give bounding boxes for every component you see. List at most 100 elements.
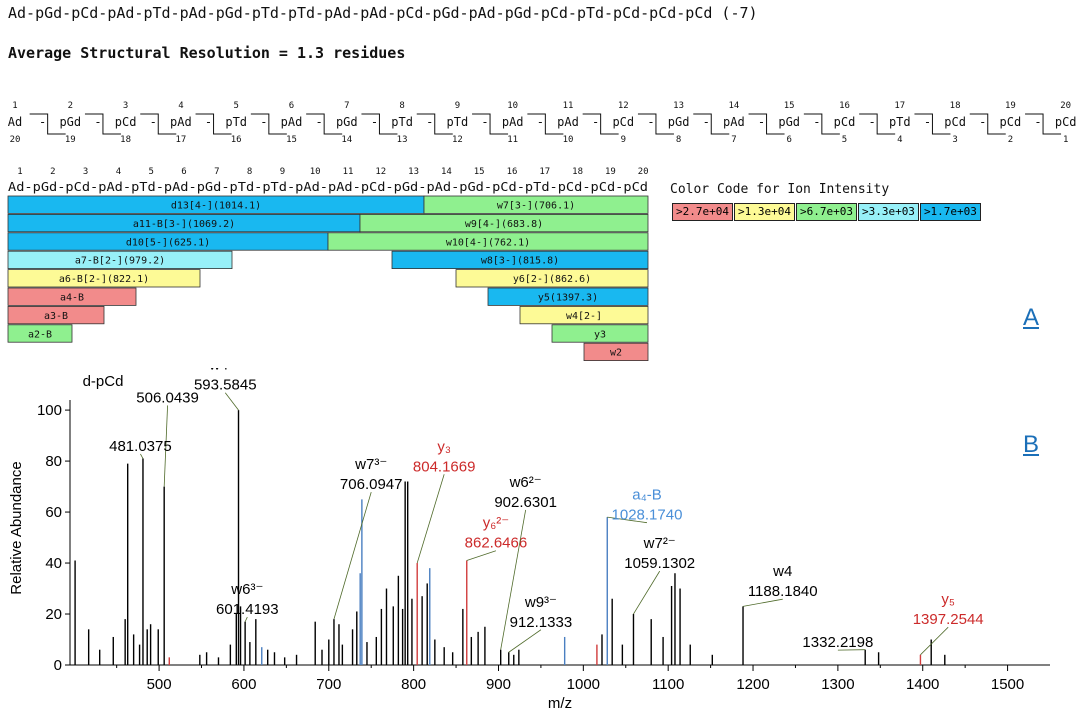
frag-dash: - <box>924 115 931 129</box>
mass-spectrum-chart: 0 20 40 60 80 100 500 600 700 800 900 1000 1100 1200 1… <box>8 368 1050 712</box>
frag-dash: - <box>537 115 544 129</box>
cleavage-bracket <box>914 113 951 135</box>
frag-top-number: 8 <box>399 101 404 111</box>
frag-bottom-number: 4 <box>897 135 902 145</box>
coverage-label-right: w8[3-](815.8) <box>481 256 559 267</box>
coverage-label-left: a4-B <box>60 293 84 304</box>
coverage-chart: 1 2 3 4 5 6 7 8 9 10 11 12 13 14 15 16 17 18 19 20Ad-pGd-pC… <box>7 167 649 361</box>
x-tick-label: 700 <box>316 676 341 693</box>
frag-top-number: 18 <box>950 101 961 111</box>
cleavage-bracket <box>84 113 121 135</box>
panel-a-label[interactable]: A <box>1023 304 1040 331</box>
frag-dash: - <box>1034 115 1041 129</box>
coverage-label-right: w9[4-](683.8) <box>465 219 543 230</box>
annotation-mz: 1059.1302 <box>624 555 695 572</box>
coverage-bar-right <box>551 324 649 343</box>
frag-residue: pGd <box>336 115 358 129</box>
frag-residue: pAd <box>723 115 745 129</box>
coverage-number: 5 <box>148 167 153 177</box>
frag-dash: - <box>592 115 599 129</box>
annotation-leader <box>500 509 527 650</box>
frag-bottom-number: 10 <box>563 135 574 145</box>
frag-top-number: 13 <box>673 101 684 111</box>
frag-bottom-number: 6 <box>786 135 791 145</box>
cleavage-bracket <box>803 113 840 135</box>
coverage-bar-left <box>7 305 105 325</box>
frag-dash: - <box>758 115 765 129</box>
coverage-number: 6 <box>181 167 186 177</box>
annotation-leader <box>224 392 239 411</box>
frag-top-number: 9 <box>455 101 460 111</box>
legend-item: >3.3e+03 <box>857 203 919 221</box>
annotation-ion: y₆²⁻ <box>483 515 509 532</box>
frag-residue: pAd <box>281 115 303 129</box>
y-axis-label: Relative Abundance <box>8 461 25 594</box>
frag-residue: Ad <box>8 115 22 129</box>
frag-residue: pGd <box>778 115 800 129</box>
annotation-leader <box>920 626 949 656</box>
frag-residue: pAd <box>557 115 579 129</box>
annotation-mz: 1332.2198 <box>802 634 873 651</box>
coverage-label-right: y3 <box>594 329 606 340</box>
annotation-mz: 912.1333 <box>510 614 573 631</box>
coverage-bar-right <box>359 214 649 233</box>
frag-dash: - <box>39 115 46 129</box>
x-tick-label: 1400 <box>906 676 939 693</box>
coverage-number: 16 <box>507 167 518 177</box>
frag-bottom-number: 11 <box>507 135 518 145</box>
frag-top-number: 17 <box>894 101 905 111</box>
frag-bottom-number: 5 <box>842 135 847 145</box>
frag-dash: - <box>316 115 323 129</box>
legend-title: Color Code for Ion Intensity <box>670 182 890 197</box>
frag-residue: pTd <box>889 115 911 129</box>
x-tick-label: 500 <box>147 676 172 693</box>
frag-top-number: 20 <box>1060 101 1071 111</box>
frag-top-number: 3 <box>123 101 128 111</box>
coverage-label-right: w4[2-] <box>566 311 602 322</box>
annotation-mz: 1028.1740 <box>612 507 683 524</box>
cleavage-bracket <box>582 113 619 135</box>
annotation-ion: y₅ <box>941 591 955 608</box>
coverage-label-left: d10[5-](625.1) <box>126 237 210 248</box>
annotation-leader <box>633 570 661 615</box>
x-axis-label: m/z <box>548 695 572 712</box>
coverage-sequence: Ad-pGd-pCd-pAd-pTd-pAd-pGd-pTd-pTd-pAd-p… <box>8 180 648 194</box>
frag-top-number: 16 <box>839 101 850 111</box>
x-tick-label: 1000 <box>567 676 600 693</box>
frag-bottom-number: 19 <box>65 135 76 145</box>
frag-bottom-number: 14 <box>341 135 352 145</box>
frag-residue: pAd <box>502 115 524 129</box>
frag-dash: - <box>205 115 212 129</box>
coverage-bar-right <box>487 287 649 306</box>
frag-dash: - <box>94 115 101 129</box>
frag-residue: pTd <box>225 115 247 129</box>
coverage-label-right: w10[4-](762.1) <box>446 237 530 248</box>
annotation-mz: 1188.1840 <box>748 583 818 600</box>
coverage-label-left: a6-B[2-](822.1) <box>59 274 149 285</box>
frag-residue: pTd <box>447 115 469 129</box>
coverage-number: 3 <box>83 167 88 177</box>
frag-residue: pCd <box>834 115 856 129</box>
coverage-bar-right <box>423 195 649 214</box>
coverage-number: 15 <box>474 167 485 177</box>
frag-bottom-number: 1 <box>1063 135 1068 145</box>
frag-top-number: 6 <box>289 101 294 111</box>
frag-residue: pCd <box>1055 115 1077 129</box>
annotation-mz: 1397.2544 <box>913 611 984 628</box>
legend-item: >1.3e+04 <box>733 203 795 221</box>
y-tick-label: 20 <box>45 606 62 623</box>
annotation-ion: a₄-B <box>632 487 661 504</box>
coverage-bar-right <box>519 305 649 325</box>
annotation-mz: 902.6301 <box>494 494 557 511</box>
annotation-leader <box>607 516 648 524</box>
coverage-bar-left <box>7 250 233 269</box>
panel-b-label[interactable]: B <box>1023 431 1040 458</box>
cleavage-bracket <box>195 113 232 135</box>
frag-bottom-number: 12 <box>452 135 463 145</box>
coverage-number: 7 <box>214 167 219 177</box>
frag-residue: pCd <box>612 115 634 129</box>
cleavage-bracket <box>29 113 66 135</box>
annotation-ion: w6²⁻ <box>509 474 542 491</box>
annotation-leader <box>742 598 783 607</box>
legend-item: >1.7e+03 <box>919 203 981 221</box>
